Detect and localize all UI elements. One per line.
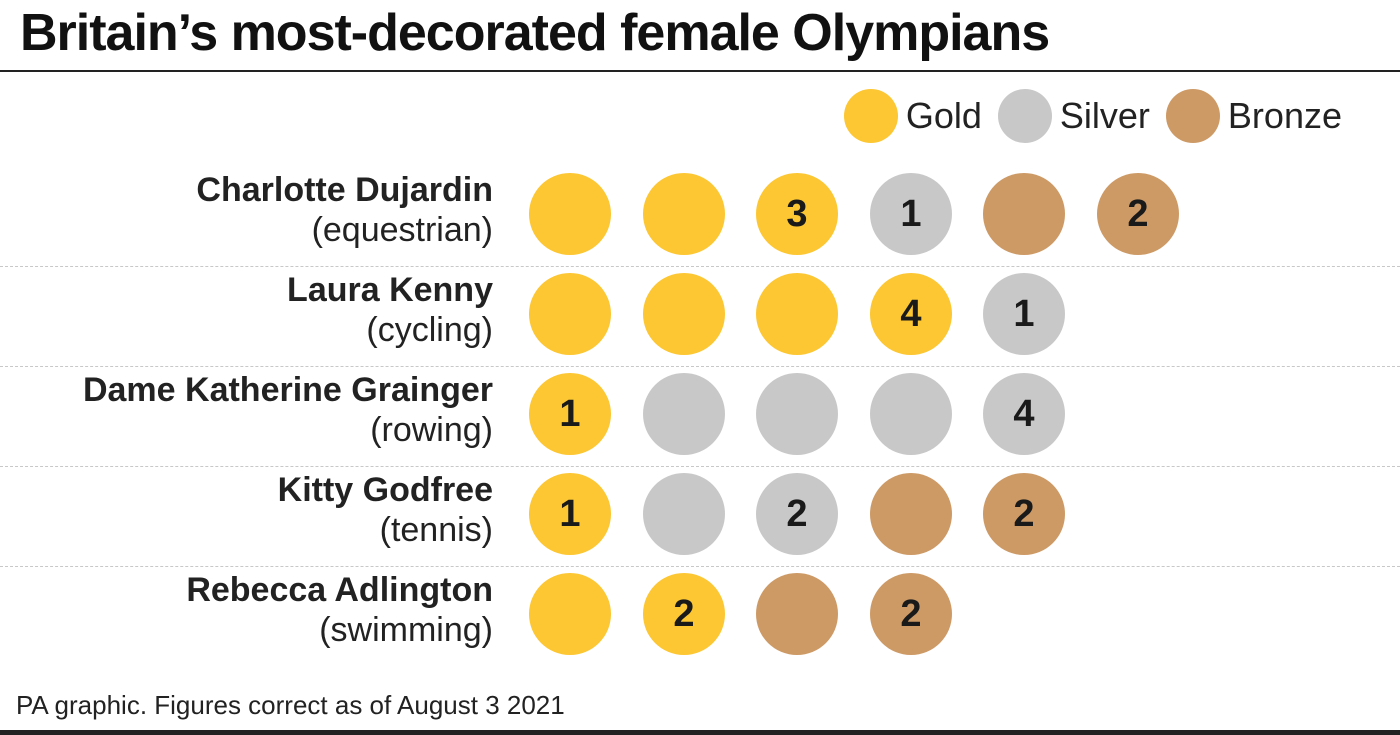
athlete-sport: (tennis) bbox=[379, 511, 493, 549]
legend-swatch-silver bbox=[997, 89, 1052, 143]
source-footer: PA graphic. Figures correct as of August… bbox=[16, 690, 565, 720]
gold-medal bbox=[756, 273, 838, 355]
legend-swatch-gold bbox=[843, 89, 898, 143]
silver-medal: 1 bbox=[870, 173, 952, 255]
athlete-name: Kitty Godfree bbox=[277, 471, 493, 509]
gold-medal: 1 bbox=[529, 373, 611, 455]
row-divider bbox=[0, 566, 1400, 567]
athlete-name: Charlotte Dujardin bbox=[196, 171, 493, 209]
bronze-medal bbox=[756, 573, 838, 655]
bronze-medal: 2 bbox=[870, 573, 952, 655]
athlete-name: Rebecca Adlington bbox=[186, 571, 493, 609]
title-rule bbox=[0, 70, 1400, 72]
bronze-medal: 2 bbox=[1097, 173, 1179, 255]
athlete-sport: (rowing) bbox=[370, 411, 493, 449]
silver-medal bbox=[643, 373, 725, 455]
row-divider bbox=[0, 266, 1400, 267]
legend-label-bronze: Bronze bbox=[1227, 95, 1342, 136]
gold-medal bbox=[529, 273, 611, 355]
silver-medal: 2 bbox=[756, 473, 838, 555]
athlete-sport: (cycling) bbox=[366, 311, 493, 349]
silver-medal bbox=[756, 373, 838, 455]
row-divider bbox=[0, 466, 1400, 467]
gold-medal bbox=[529, 573, 611, 655]
silver-medal bbox=[870, 373, 952, 455]
athlete-sport: (equestrian) bbox=[311, 211, 493, 249]
table-row: Rebecca Adlington (swimming) 2 2 bbox=[0, 564, 1400, 664]
table-row: Dame Katherine Grainger (rowing) 1 4 bbox=[0, 364, 1400, 464]
silver-medal bbox=[643, 473, 725, 555]
athlete-name: Laura Kenny bbox=[287, 271, 493, 309]
legend: Gold Silver Bronze bbox=[828, 89, 1342, 143]
table-row: Laura Kenny (cycling) 4 1 bbox=[0, 264, 1400, 364]
gold-medal: 1 bbox=[529, 473, 611, 555]
legend-label-gold: Gold bbox=[905, 95, 982, 136]
legend-item-silver: Silver bbox=[997, 89, 1150, 143]
gold-medal bbox=[529, 173, 611, 255]
silver-medal: 4 bbox=[983, 373, 1065, 455]
gold-medal bbox=[643, 273, 725, 355]
legend-item-bronze: Bronze bbox=[1165, 89, 1342, 143]
athlete-name: Dame Katherine Grainger bbox=[82, 371, 493, 409]
gold-medal: 3 bbox=[756, 173, 838, 255]
chart-title: Britain’s most-decorated female Olympian… bbox=[20, 4, 1050, 62]
gold-medal: 4 bbox=[870, 273, 952, 355]
table-row: Charlotte Dujardin (equestrian) 3 1 2 bbox=[0, 164, 1400, 264]
bronze-medal bbox=[983, 173, 1065, 255]
legend-swatch-bronze bbox=[1165, 89, 1220, 143]
gold-medal bbox=[643, 173, 725, 255]
silver-medal: 1 bbox=[983, 273, 1065, 355]
athlete-sport: (swimming) bbox=[319, 611, 493, 649]
legend-label-silver: Silver bbox=[1059, 95, 1150, 136]
bronze-medal: 2 bbox=[983, 473, 1065, 555]
bronze-medal bbox=[870, 473, 952, 555]
row-divider bbox=[0, 366, 1400, 367]
gold-medal: 2 bbox=[643, 573, 725, 655]
table-row: Kitty Godfree (tennis) 1 2 2 bbox=[0, 464, 1400, 564]
bottom-rule bbox=[0, 730, 1400, 735]
legend-item-gold: Gold bbox=[843, 89, 982, 143]
